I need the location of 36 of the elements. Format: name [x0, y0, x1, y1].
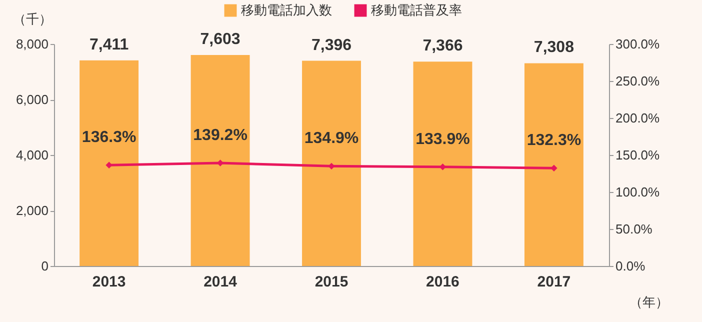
bar [302, 60, 361, 266]
x-tick-label: 2014 [204, 274, 238, 290]
legend-label: 移動電話加入数 [241, 2, 332, 18]
x-axis-title: （年） [630, 294, 668, 310]
y2-tick-label: 150.0% [616, 148, 660, 162]
y-tick-label: 2,000 [16, 203, 48, 218]
y2-tick-label: 300.0% [616, 36, 660, 52]
data-label: 7,308 [534, 39, 574, 56]
data-label: 139.2% [193, 126, 248, 144]
y2-tick-label: 250.0% [616, 74, 660, 88]
x-tick-label: 2015 [314, 274, 348, 290]
bar [190, 55, 250, 266]
bar [413, 62, 472, 266]
y-tick-label: 4,000 [16, 148, 48, 162]
y2-tick-label: 200.0% [616, 110, 660, 126]
bar [524, 63, 584, 266]
data-label: 7,396 [311, 36, 352, 54]
y-tick-label: 8,000 [16, 36, 48, 52]
y2-tick-label: 100.0% [616, 184, 660, 200]
data-label: 132.3% [526, 132, 582, 150]
y2-tick-label: 0.0% [616, 258, 646, 274]
x-tick-label: 2016 [426, 274, 460, 290]
bar [80, 60, 139, 266]
data-label: 7,366 [422, 38, 463, 55]
legend-label: 移動電話普及率 [371, 2, 462, 18]
y-tick-label: 6,000 [16, 92, 48, 107]
x-tick-label: 2017 [537, 274, 571, 290]
y2-tick-label: 50.0% [616, 222, 653, 236]
data-label: 7,411 [89, 36, 129, 54]
y-tick-label: 0 [41, 258, 48, 274]
data-label: 7,603 [200, 31, 240, 48]
x-tick-label: 2013 [92, 274, 126, 290]
y-axis-title: （千） [13, 12, 52, 26]
data-label: 136.3% [82, 129, 136, 146]
data-label: 134.9% [304, 130, 359, 148]
data-label: 133.9% [416, 130, 470, 148]
